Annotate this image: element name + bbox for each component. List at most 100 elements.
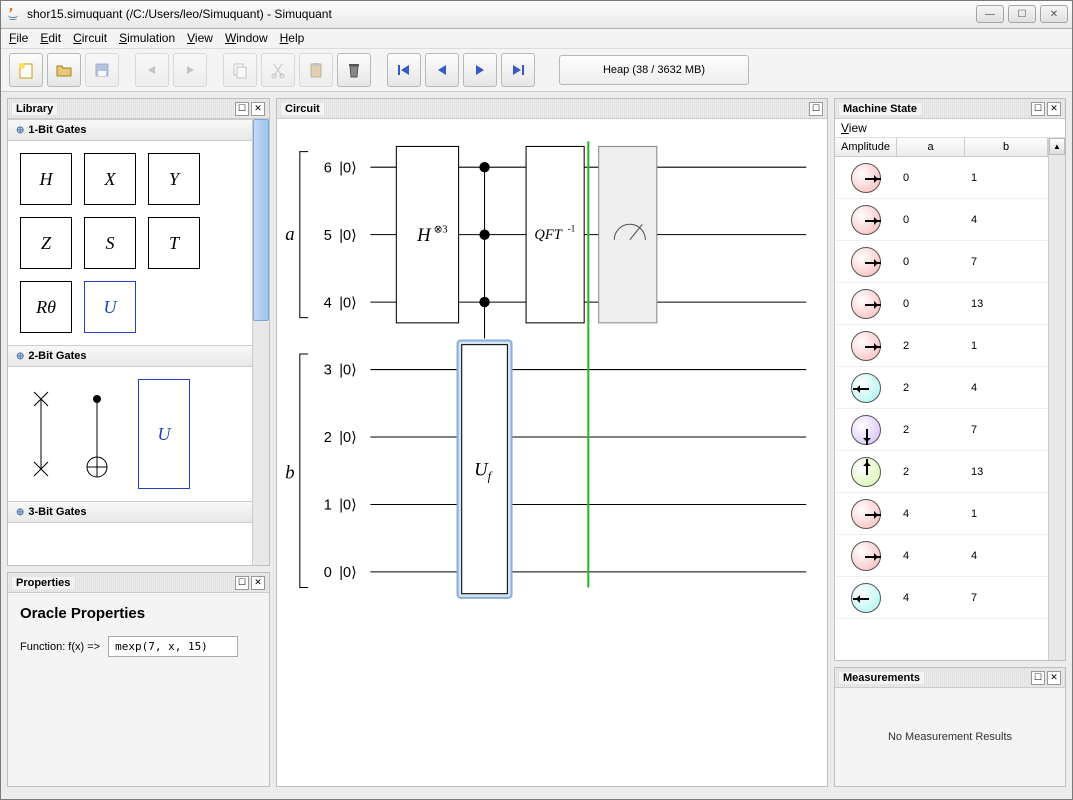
svg-text:|0⟩: |0⟩ bbox=[339, 228, 357, 244]
app-window: shor15.simuquant (/C:/Users/leo/Simuquan… bbox=[0, 0, 1073, 800]
step-back-button[interactable] bbox=[425, 53, 459, 87]
save-button[interactable] bbox=[85, 53, 119, 87]
svg-text:|0⟩: |0⟩ bbox=[339, 296, 357, 312]
menu-view[interactable]: View bbox=[187, 31, 213, 45]
properties-close-icon[interactable]: ✕ bbox=[251, 576, 265, 590]
gate-u[interactable]: U bbox=[84, 281, 136, 333]
step-first-button[interactable] bbox=[387, 53, 421, 87]
table-row[interactable]: 013 bbox=[835, 283, 1048, 325]
machine-scrollbar[interactable]: ▲ bbox=[1048, 138, 1065, 660]
svg-text:b: b bbox=[285, 463, 294, 484]
category-3bit[interactable]: ⊕3-Bit Gates bbox=[8, 501, 252, 523]
menu-window[interactable]: Window bbox=[225, 31, 268, 45]
amplitude-icon bbox=[851, 583, 881, 613]
amplitude-icon bbox=[851, 415, 881, 445]
library-close-icon[interactable]: ✕ bbox=[251, 102, 265, 116]
amplitude-icon bbox=[851, 457, 881, 487]
circuit-canvas[interactable]: a b bbox=[277, 119, 827, 786]
copy-button[interactable] bbox=[223, 53, 257, 87]
amplitude-icon bbox=[851, 373, 881, 403]
circuit-maximize-icon[interactable]: ☐ bbox=[809, 102, 823, 116]
library-scrollbar[interactable] bbox=[252, 119, 269, 565]
measurements-maximize-icon[interactable]: ☐ bbox=[1031, 671, 1045, 685]
gate-rtheta[interactable]: Rθ bbox=[20, 281, 72, 333]
paste-button[interactable] bbox=[299, 53, 333, 87]
gate-h[interactable]: H bbox=[20, 153, 72, 205]
new-button[interactable] bbox=[9, 53, 43, 87]
gate-swap[interactable] bbox=[26, 389, 56, 479]
properties-heading: Oracle Properties bbox=[20, 605, 257, 622]
table-row[interactable]: 21 bbox=[835, 325, 1048, 367]
window-title: shor15.simuquant (/C:/Users/leo/Simuquan… bbox=[27, 7, 972, 21]
gate-t[interactable]: T bbox=[148, 217, 200, 269]
menu-edit[interactable]: Edit bbox=[40, 31, 61, 45]
col-a[interactable]: a bbox=[897, 138, 965, 156]
svg-text:|0⟩: |0⟩ bbox=[339, 431, 357, 447]
svg-text:|0⟩: |0⟩ bbox=[339, 498, 357, 514]
menu-file[interactable]: File bbox=[9, 31, 28, 45]
amplitude-icon bbox=[851, 205, 881, 235]
delete-button[interactable] bbox=[337, 53, 371, 87]
heap-status[interactable]: Heap (38 / 3632 MB) bbox=[559, 55, 749, 85]
cell-a: 4 bbox=[897, 550, 965, 562]
table-row[interactable]: 07 bbox=[835, 241, 1048, 283]
table-row[interactable]: 04 bbox=[835, 199, 1048, 241]
menu-circuit[interactable]: Circuit bbox=[73, 31, 107, 45]
gate-y[interactable]: Y bbox=[148, 153, 200, 205]
titlebar: shor15.simuquant (/C:/Users/leo/Simuquan… bbox=[1, 1, 1072, 29]
properties-maximize-icon[interactable]: ☐ bbox=[235, 576, 249, 590]
gate-u2[interactable]: U bbox=[138, 379, 190, 489]
machine-state-title: Machine State bbox=[839, 103, 921, 115]
col-amplitude[interactable]: Amplitude bbox=[835, 138, 897, 156]
cell-a: 2 bbox=[897, 424, 965, 436]
table-row[interactable]: 41 bbox=[835, 493, 1048, 535]
maximize-button[interactable]: ☐ bbox=[1008, 5, 1036, 23]
open-button[interactable] bbox=[47, 53, 81, 87]
table-row[interactable]: 47 bbox=[835, 577, 1048, 619]
svg-text:a: a bbox=[285, 224, 294, 245]
svg-text:5: 5 bbox=[324, 228, 332, 244]
gate-cnot[interactable] bbox=[82, 389, 112, 479]
menu-simulation[interactable]: Simulation bbox=[119, 31, 175, 45]
cell-a: 0 bbox=[897, 214, 965, 226]
step-forward-button[interactable] bbox=[463, 53, 497, 87]
svg-text:H: H bbox=[416, 225, 432, 246]
col-b[interactable]: b bbox=[965, 138, 1048, 156]
cut-button[interactable] bbox=[261, 53, 295, 87]
undo-button[interactable] bbox=[135, 53, 169, 87]
table-row[interactable]: 24 bbox=[835, 367, 1048, 409]
table-row[interactable]: 27 bbox=[835, 409, 1048, 451]
library-panel: Library ☐ ✕ ⊕1-Bit Gates H X Y Z S bbox=[7, 98, 270, 566]
minimize-button[interactable]: — bbox=[976, 5, 1004, 23]
cell-b: 4 bbox=[965, 550, 1048, 562]
machine-view-menu[interactable]: View bbox=[835, 119, 1065, 138]
measurements-close-icon[interactable]: ✕ bbox=[1047, 671, 1061, 685]
gate-x[interactable]: X bbox=[84, 153, 136, 205]
cell-b: 7 bbox=[965, 424, 1048, 436]
category-1bit[interactable]: ⊕1-Bit Gates bbox=[8, 119, 252, 141]
machine-close-icon[interactable]: ✕ bbox=[1047, 102, 1061, 116]
properties-title: Properties bbox=[12, 577, 74, 589]
measurements-empty: No Measurement Results bbox=[835, 688, 1065, 786]
svg-text:4: 4 bbox=[324, 296, 332, 312]
library-maximize-icon[interactable]: ☐ bbox=[235, 102, 249, 116]
step-last-button[interactable] bbox=[501, 53, 535, 87]
measurements-panel: Measurements ☐ ✕ No Measurement Results bbox=[834, 667, 1066, 787]
cell-b: 7 bbox=[965, 592, 1048, 604]
redo-button[interactable] bbox=[173, 53, 207, 87]
gate-s[interactable]: S bbox=[84, 217, 136, 269]
table-row[interactable]: 01 bbox=[835, 157, 1048, 199]
category-2bit[interactable]: ⊕2-Bit Gates bbox=[8, 345, 252, 367]
gate-z[interactable]: Z bbox=[20, 217, 72, 269]
menu-help[interactable]: Help bbox=[280, 31, 305, 45]
table-row[interactable]: 213 bbox=[835, 451, 1048, 493]
close-button[interactable]: ✕ bbox=[1040, 5, 1068, 23]
cell-b: 4 bbox=[965, 214, 1048, 226]
cell-b: 1 bbox=[965, 172, 1048, 184]
table-row[interactable]: 44 bbox=[835, 535, 1048, 577]
machine-maximize-icon[interactable]: ☐ bbox=[1031, 102, 1045, 116]
function-input[interactable] bbox=[108, 636, 238, 657]
svg-text:⊗3: ⊗3 bbox=[434, 225, 448, 236]
cell-a: 4 bbox=[897, 592, 965, 604]
properties-panel: Properties ☐ ✕ Oracle Properties Functio… bbox=[7, 572, 270, 787]
